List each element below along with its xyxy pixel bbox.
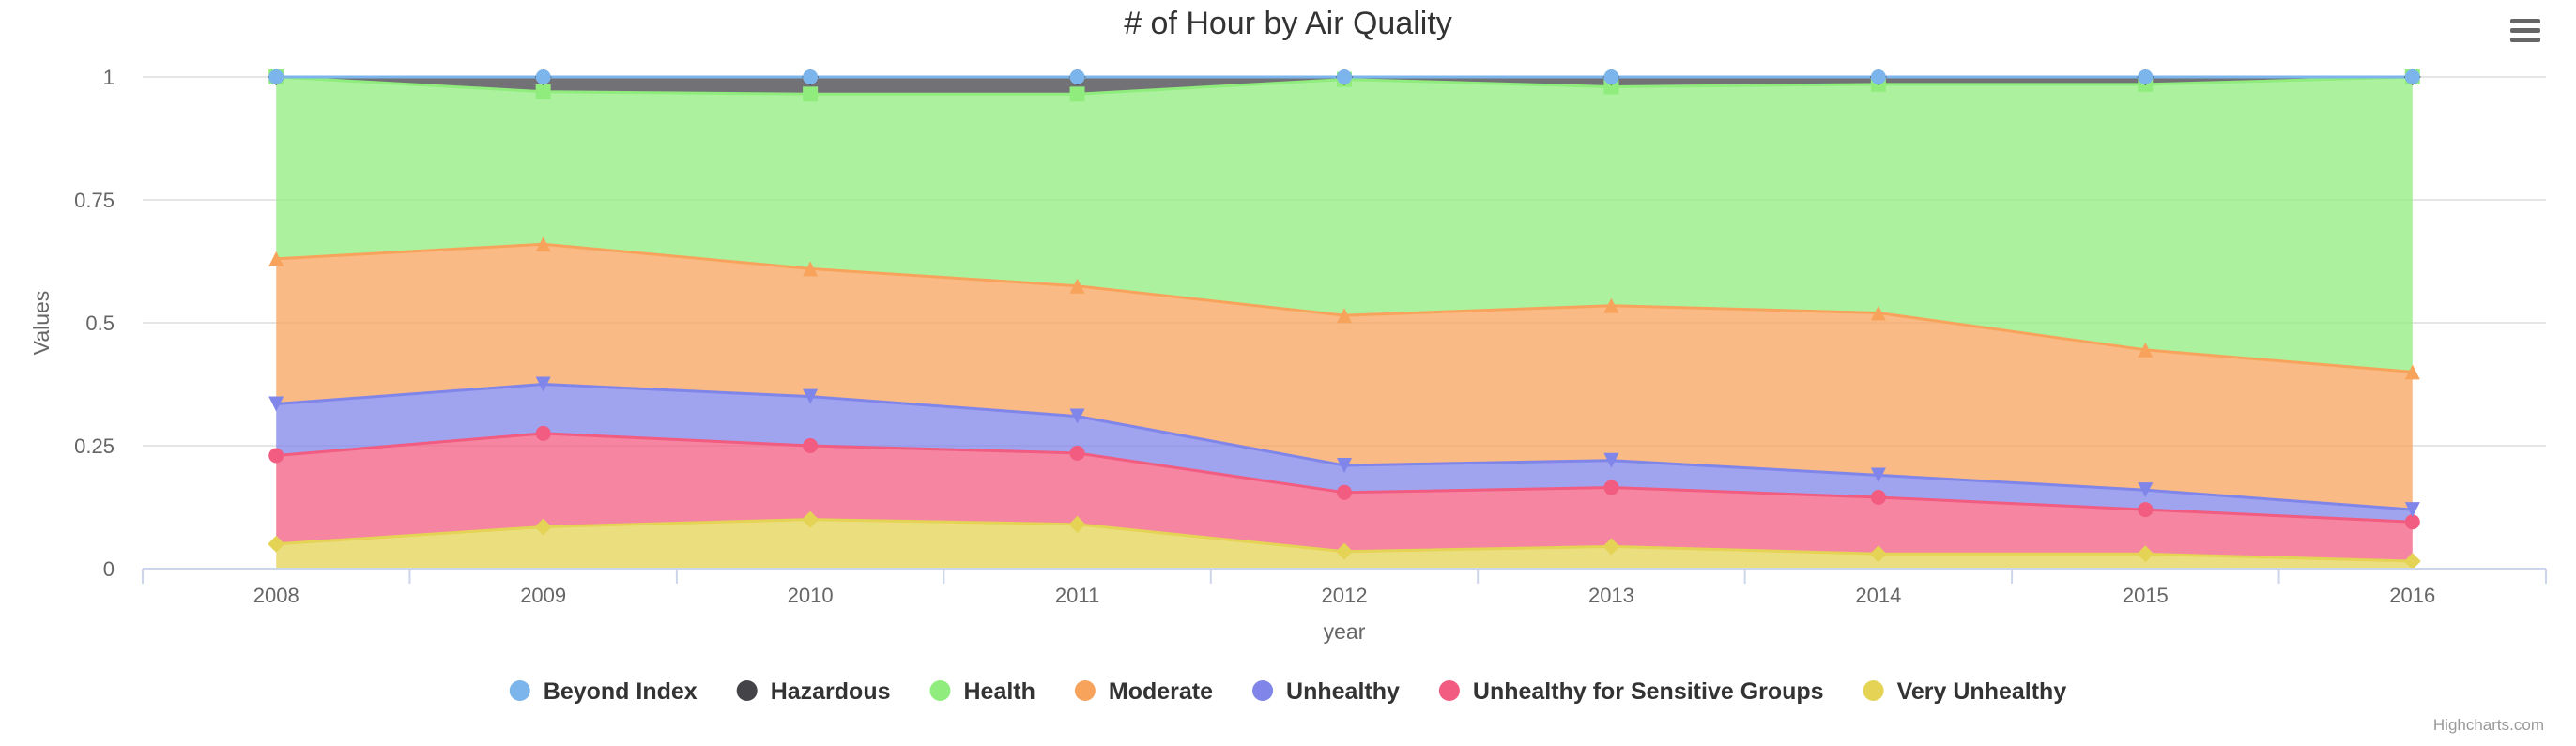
point-health[interactable] (535, 84, 551, 99)
point-moderate[interactable] (268, 251, 284, 266)
legend-symbol (1438, 680, 1460, 701)
y-tick-label: 0.75 (74, 189, 115, 212)
x-tick-label: 2013 (1588, 584, 1634, 607)
point-beyond-index[interactable] (268, 69, 284, 84)
point-moderate[interactable] (535, 236, 551, 252)
point-moderate[interactable] (1870, 305, 1886, 321)
x-tick-label: 2011 (1055, 584, 1099, 607)
x-tick-label: 2016 (2389, 584, 2435, 607)
axes: 0 0.25 0.5 0.75 1 2008 2009 2010 2011 2012 2013 201… (74, 66, 2547, 607)
area-unhealthy[interactable] (276, 384, 2413, 523)
area-health[interactable] (276, 77, 2413, 373)
point-unhealthy[interactable] (1870, 467, 1886, 483)
point-unhealthy-for-sensitive-groups[interactable] (1603, 480, 1619, 495)
point-health[interactable] (803, 86, 819, 102)
legend: Beyond Index Hazardous Health Moderate Unhea… (509, 678, 2067, 705)
y-axis-title: Values (29, 291, 54, 356)
legend-item-health[interactable]: Health (929, 678, 1035, 705)
point-unhealthy[interactable] (803, 388, 819, 404)
point-moderate[interactable] (2138, 342, 2154, 358)
point-very-unhealthy[interactable] (2403, 553, 2421, 571)
point-beyond-index[interactable] (1069, 69, 1085, 84)
legend-item-very-unhealthy[interactable]: Very Unhealthy (1863, 678, 2067, 705)
y-tick-label: 1 (103, 66, 115, 89)
point-moderate[interactable] (1337, 308, 1352, 324)
point-unhealthy[interactable] (2138, 482, 2154, 498)
point-unhealthy[interactable] (1603, 452, 1619, 468)
legend-item-moderate[interactable]: Moderate (1074, 678, 1213, 705)
point-very-unhealthy[interactable] (1336, 542, 1353, 560)
legend-label: Beyond Index (544, 678, 698, 705)
legend-label: Unhealthy for Sensitive Groups (1473, 678, 1824, 705)
point-very-unhealthy[interactable] (534, 518, 552, 536)
point-beyond-index[interactable] (535, 69, 551, 84)
y-tick-label: 0 (103, 557, 115, 581)
point-unhealthy-for-sensitive-groups[interactable] (2138, 502, 2154, 518)
point-very-unhealthy[interactable] (1602, 538, 1620, 556)
point-moderate[interactable] (1069, 278, 1085, 294)
legend-label: Moderate (1109, 678, 1213, 705)
x-tick-label: 2012 (1322, 584, 1368, 607)
y-tick-label: 0.5 (85, 312, 115, 335)
point-very-unhealthy[interactable] (1869, 545, 1887, 563)
point-unhealthy-for-sensitive-groups[interactable] (803, 438, 819, 453)
point-unhealthy-for-sensitive-groups[interactable] (1337, 484, 1352, 500)
point-unhealthy-for-sensitive-groups[interactable] (1870, 490, 1886, 506)
point-moderate[interactable] (803, 261, 819, 277)
point-very-unhealthy[interactable] (268, 535, 285, 553)
y-tick-label: 0.25 (74, 434, 115, 458)
point-beyond-index[interactable] (2404, 69, 2420, 84)
point-beyond-index[interactable] (1337, 69, 1352, 84)
legend-item-hazardous[interactable]: Hazardous (736, 678, 891, 705)
legend-item-unhealthy[interactable]: Unhealthy (1252, 678, 1400, 705)
point-unhealthy-for-sensitive-groups[interactable] (535, 425, 551, 441)
point-unhealthy[interactable] (535, 376, 551, 392)
legend-symbol (1074, 680, 1096, 701)
x-tick-label: 2015 (2123, 584, 2169, 607)
point-unhealthy-for-sensitive-groups[interactable] (1069, 445, 1085, 461)
point-beyond-index[interactable] (1870, 69, 1886, 84)
point-very-unhealthy[interactable] (2137, 545, 2154, 563)
credits-link[interactable]: Highcharts.com (2433, 716, 2544, 734)
legend-label: Health (964, 678, 1035, 705)
x-tick-label: 2009 (520, 584, 566, 607)
x-tick-label: 2010 (788, 584, 834, 607)
legend-symbol (1863, 680, 1884, 701)
point-moderate[interactable] (1603, 297, 1619, 313)
point-beyond-index[interactable] (2138, 69, 2154, 84)
hamburger-menu-icon (2510, 19, 2540, 42)
chart-title: # of Hour by Air Quality (1124, 6, 1452, 41)
point-unhealthy[interactable] (1069, 408, 1085, 424)
legend-label: Unhealthy (1286, 678, 1400, 705)
point-unhealthy-for-sensitive-groups[interactable] (268, 448, 284, 464)
legend-symbol (1252, 680, 1274, 701)
x-axis-title: year (1324, 619, 1366, 644)
chart-menu-button[interactable] (2505, 11, 2546, 49)
area-moderate[interactable] (276, 244, 2413, 510)
point-very-unhealthy[interactable] (802, 510, 820, 528)
legend-item-unhealthy-for-sensitive-groups[interactable]: Unhealthy for Sensitive Groups (1438, 678, 1824, 705)
legend-symbol (736, 680, 758, 701)
point-unhealthy[interactable] (2404, 502, 2420, 518)
legend-item-beyond-index[interactable]: Beyond Index (509, 678, 698, 705)
point-unhealthy[interactable] (268, 396, 284, 412)
x-tick-label: 2014 (1855, 584, 1901, 607)
point-beyond-index[interactable] (803, 69, 819, 84)
legend-label: Very Unhealthy (1897, 678, 2067, 705)
legend-symbol (929, 680, 951, 701)
point-unhealthy-for-sensitive-groups[interactable] (2404, 514, 2420, 530)
point-very-unhealthy[interactable] (1068, 515, 1086, 533)
legend-label: Hazardous (771, 678, 891, 705)
point-beyond-index[interactable] (1603, 69, 1619, 84)
legend-symbol (509, 680, 530, 701)
series-markers (268, 69, 2421, 571)
point-health[interactable] (1069, 86, 1085, 102)
x-tick-label: 2008 (253, 584, 299, 607)
point-unhealthy[interactable] (1337, 457, 1352, 473)
point-moderate[interactable] (2404, 364, 2420, 380)
